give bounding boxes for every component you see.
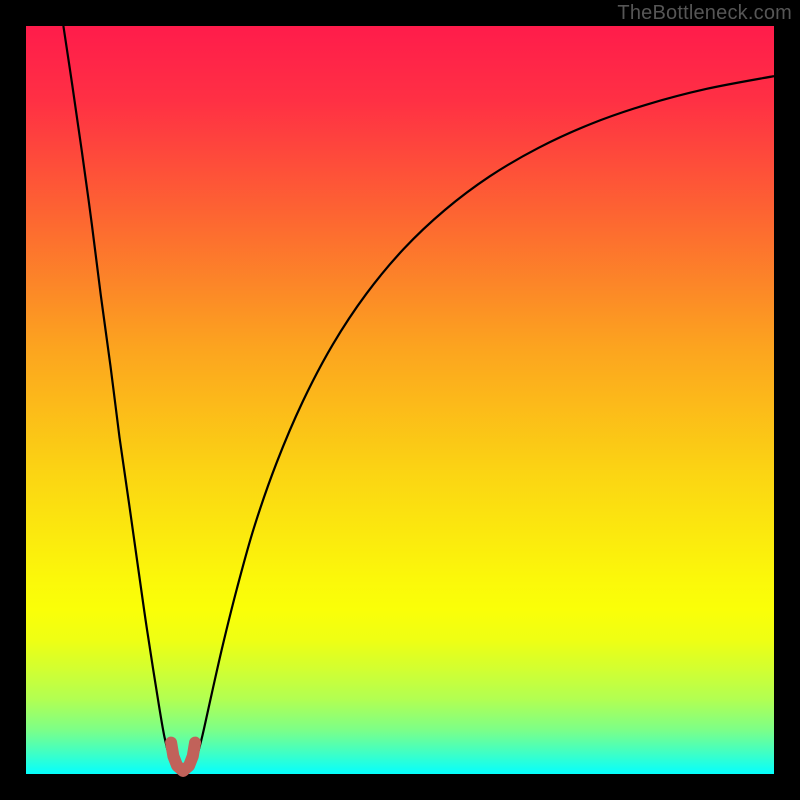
plot-area xyxy=(26,26,774,774)
watermark-text: TheBottleneck.com xyxy=(617,2,792,25)
gradient-background xyxy=(0,0,800,800)
chart-stage: TheBottleneck.com xyxy=(0,0,800,800)
